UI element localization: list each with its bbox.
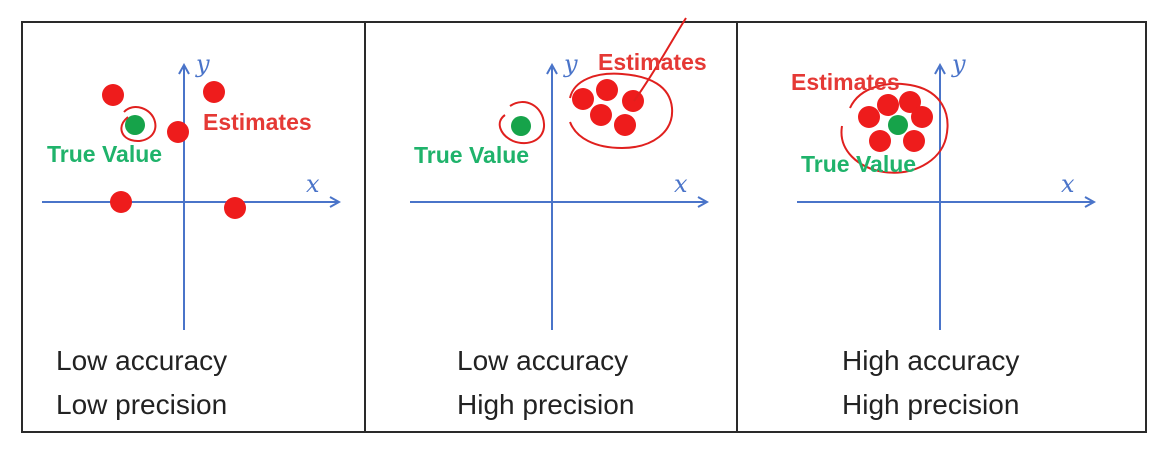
true-value-label: True Value bbox=[414, 142, 529, 168]
caption-line-1: High accuracy bbox=[842, 345, 1019, 376]
estimates-label: Estimates bbox=[598, 49, 707, 75]
caption-line-2: Low precision bbox=[56, 389, 227, 420]
estimate-point bbox=[224, 197, 246, 219]
annotation-circle bbox=[120, 106, 157, 142]
estimate-point bbox=[572, 88, 594, 110]
annotation-circle bbox=[569, 72, 674, 150]
estimate-point bbox=[596, 79, 618, 101]
estimate-point bbox=[903, 130, 925, 152]
true-value-label: True Value bbox=[801, 151, 916, 177]
panel-2-plot: x y Estimates True Value Low accuracy Hi… bbox=[410, 17, 707, 420]
y-axis-label: y bbox=[195, 50, 210, 78]
estimate-point bbox=[110, 191, 132, 213]
estimate-point bbox=[102, 84, 124, 106]
estimates-label: Estimates bbox=[791, 69, 900, 95]
panel-3-plot: x y Estimates True Value High accuracy H… bbox=[791, 50, 1093, 420]
estimate-point bbox=[167, 121, 189, 143]
estimates-label: Estimates bbox=[203, 109, 312, 135]
panel-1-plot: x y Estimates True Value Low accuracy Lo… bbox=[42, 50, 338, 420]
estimate-point bbox=[858, 106, 880, 128]
annotation-circle bbox=[840, 82, 949, 174]
estimate-point bbox=[869, 130, 891, 152]
annotation-stroke bbox=[633, 17, 687, 102]
true-value-point bbox=[888, 115, 908, 135]
true-value-point bbox=[511, 116, 531, 136]
caption-line-1: Low accuracy bbox=[457, 345, 628, 376]
estimate-point bbox=[911, 106, 933, 128]
annotation-circle bbox=[498, 101, 546, 145]
caption-line-2: High precision bbox=[457, 389, 634, 420]
true-value-point bbox=[125, 115, 145, 135]
y-axis-label: y bbox=[563, 50, 578, 78]
x-axis-label: x bbox=[1061, 170, 1075, 198]
estimate-point bbox=[614, 114, 636, 136]
estimate-point bbox=[877, 94, 899, 116]
estimate-point bbox=[899, 91, 921, 113]
estimate-point bbox=[622, 90, 644, 112]
caption-line-2: High precision bbox=[842, 389, 1019, 420]
x-axis-label: x bbox=[306, 170, 320, 198]
y-axis-label: y bbox=[951, 50, 966, 78]
panel-frame-3 bbox=[736, 21, 1147, 433]
estimate-point bbox=[203, 81, 225, 103]
estimate-point bbox=[590, 104, 612, 126]
true-value-label: True Value bbox=[47, 141, 162, 167]
x-axis-label: x bbox=[674, 170, 688, 198]
caption-line-1: Low accuracy bbox=[56, 345, 227, 376]
panel-frame-1 bbox=[21, 21, 366, 433]
